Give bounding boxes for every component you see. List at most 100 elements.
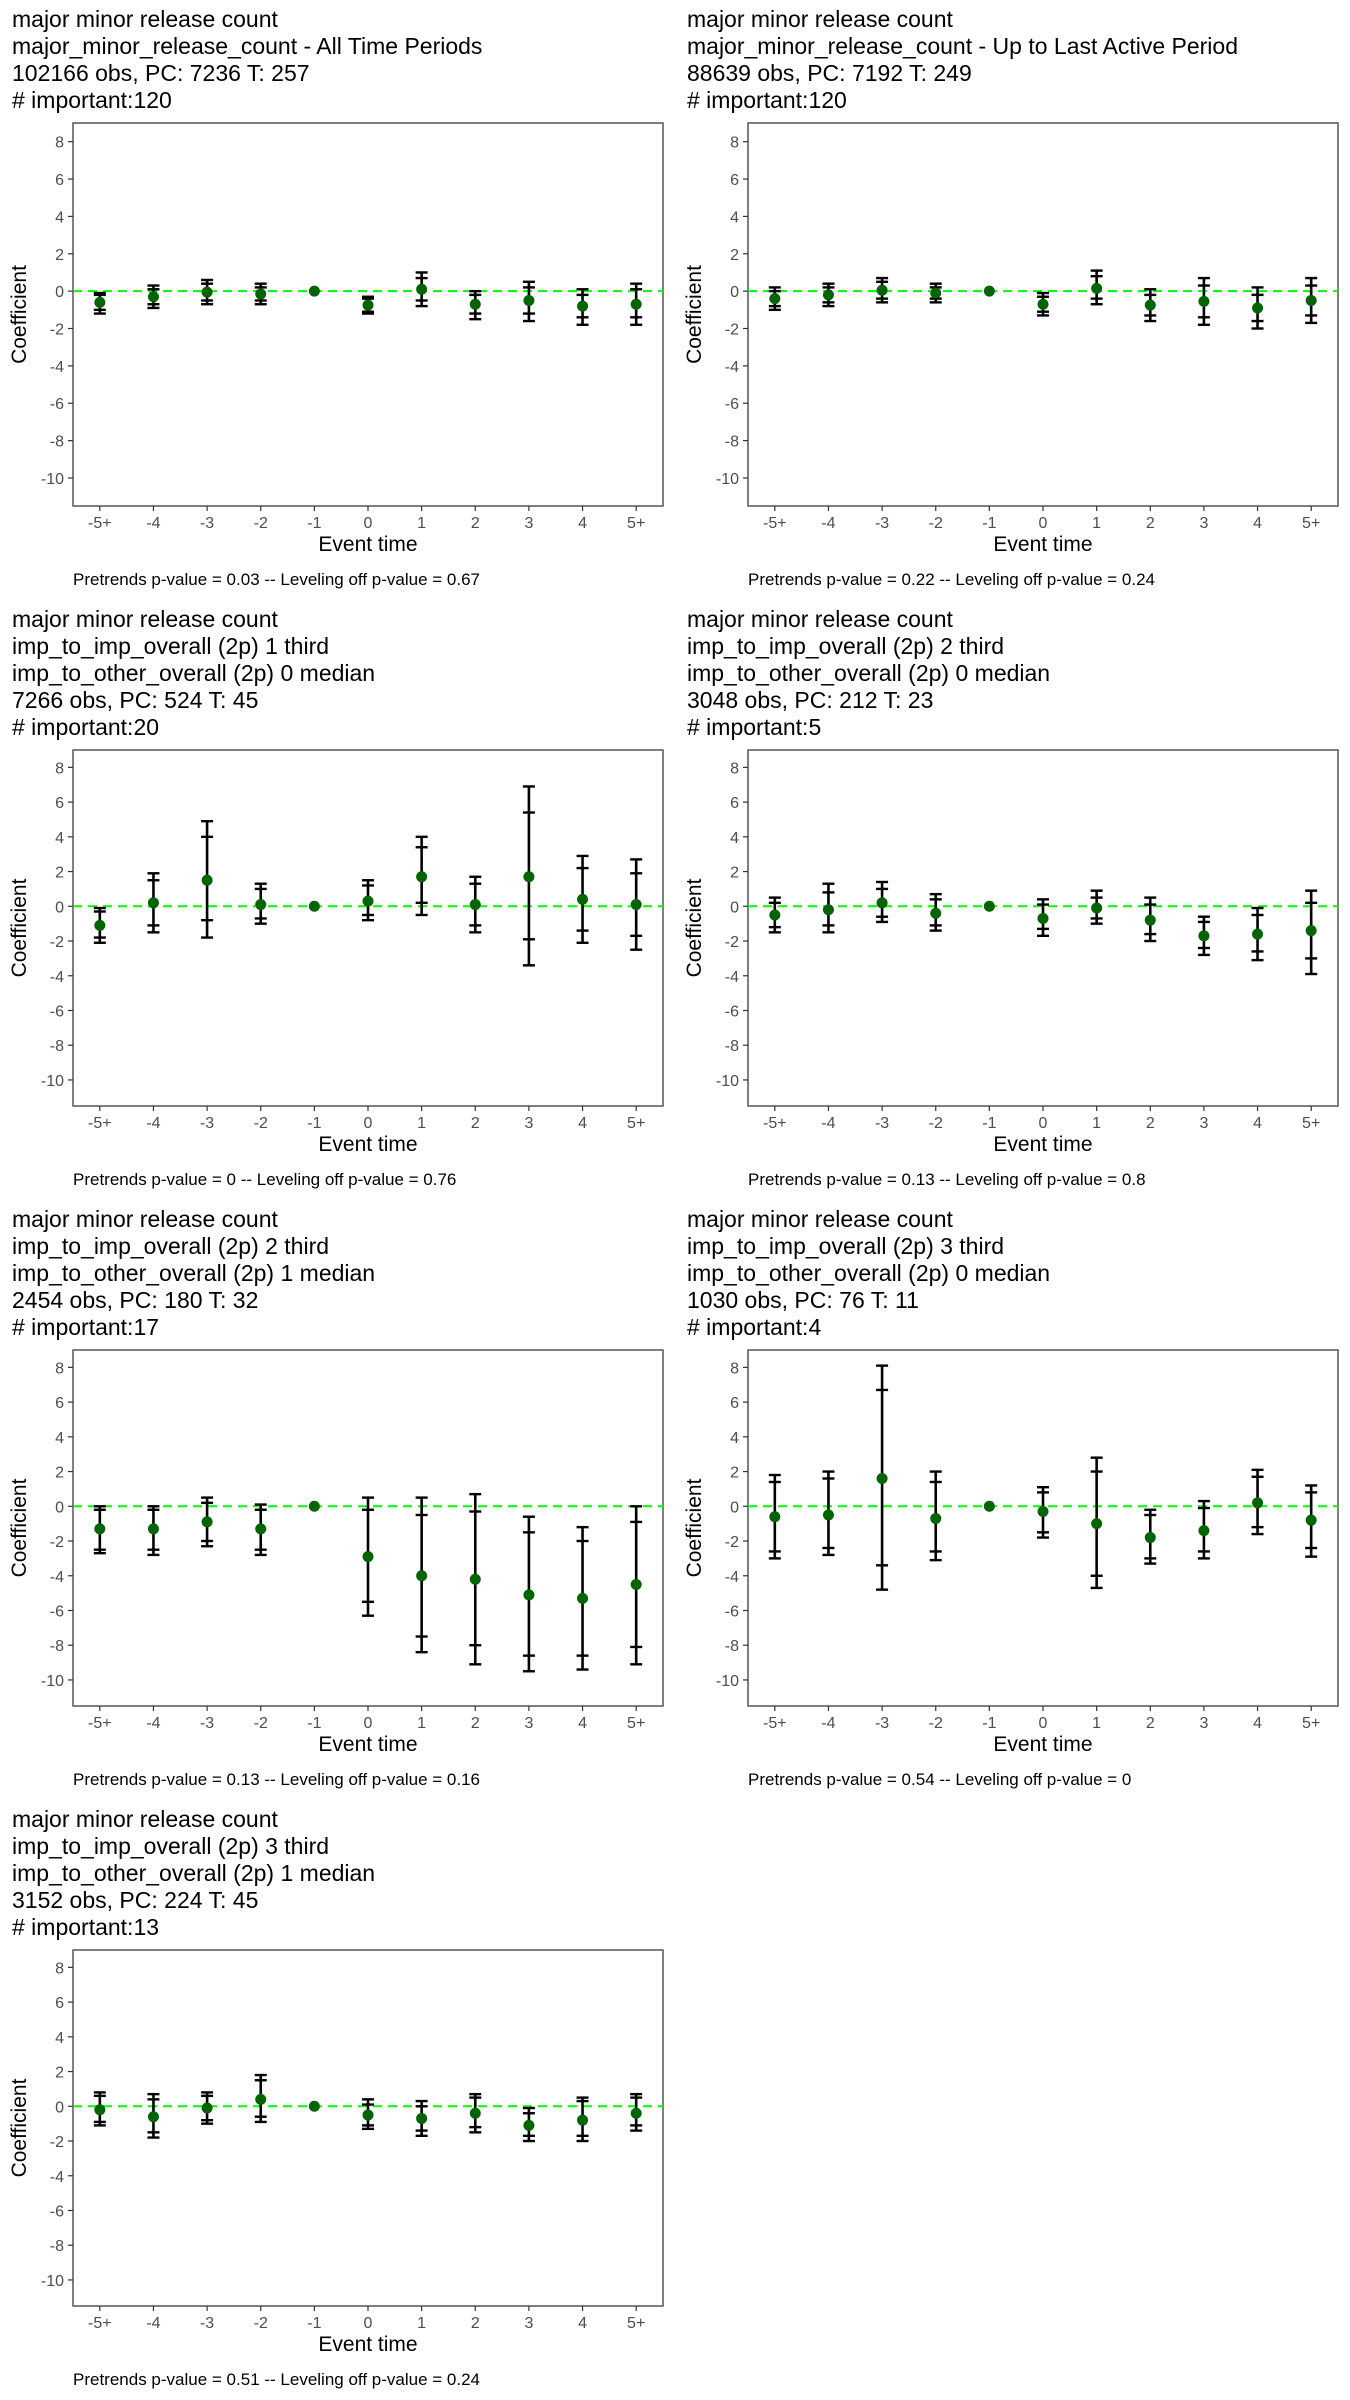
- y-tick-label: -6: [50, 2203, 64, 2220]
- chart-title-line: major minor release count: [687, 606, 953, 632]
- x-tick-label: 1: [1092, 1715, 1101, 1732]
- x-tick-label: -3: [875, 1115, 889, 1132]
- chart-title-block: major minor release count imp_to_imp_over…: [12, 1206, 375, 1341]
- chart-panel-2: major minor release count major_minor_rel…: [675, 0, 1350, 600]
- chart-panel-4: major minor release count imp_to_imp_over…: [675, 600, 1350, 1200]
- chart-title-block: major minor release count imp_to_imp_over…: [687, 606, 1050, 741]
- x-tick-label: 2: [471, 515, 480, 532]
- coefficient-point: [362, 2109, 374, 2121]
- coefficient-point: [308, 2100, 320, 2112]
- x-tick-label: 1: [417, 1115, 426, 1132]
- x-tick-label: 2: [471, 1115, 480, 1132]
- x-tick-label: -3: [875, 515, 889, 532]
- y-tick-label: 0: [55, 284, 64, 301]
- y-tick-label: -10: [41, 1073, 64, 1090]
- y-tick-label: -4: [725, 1569, 739, 1586]
- x-tick-label: -4: [146, 515, 160, 532]
- y-tick-label: -6: [725, 1003, 739, 1020]
- x-tick-label: 0: [364, 2315, 373, 2332]
- x-tick-label: 0: [1039, 515, 1048, 532]
- y-tick-label: 8: [55, 760, 64, 777]
- chart-title-block: major minor release count imp_to_imp_over…: [12, 606, 375, 741]
- x-tick-label: 1: [417, 2315, 426, 2332]
- chart-title-line: major minor release count: [687, 6, 953, 32]
- chart-title-block: major minor release count major_minor_rel…: [687, 6, 1238, 114]
- coefficient-point: [94, 1523, 106, 1535]
- coefficient-point: [201, 1516, 213, 1528]
- y-tick-label: 6: [55, 795, 64, 812]
- x-tick-label: 2: [1146, 1115, 1155, 1132]
- chart-title-line: # important:120: [12, 87, 172, 113]
- coefficient-point: [876, 284, 888, 296]
- coefficient-point: [255, 1523, 267, 1535]
- chart-title-line: 3048 obs, PC: 212 T: 23: [687, 687, 934, 713]
- coefficient-point: [1091, 282, 1103, 294]
- coefficient-point: [308, 1500, 320, 1512]
- y-tick-label: -2: [725, 322, 739, 339]
- x-tick-label: 1: [1092, 1115, 1101, 1132]
- x-axis-label: Event time: [318, 2333, 417, 2356]
- coefficient-point: [1037, 1506, 1049, 1518]
- y-tick-label: -8: [50, 1638, 64, 1655]
- y-tick-label: -10: [716, 1073, 739, 1090]
- y-tick-label: 0: [730, 899, 739, 916]
- chart-title-line: # important:4: [687, 1314, 822, 1340]
- chart-title-line: imp_to_imp_overall (2p) 2 third: [687, 633, 1005, 659]
- chart-title-line: imp_to_imp_overall (2p) 3 third: [687, 1233, 1005, 1259]
- coefficient-point: [94, 296, 106, 308]
- y-tick-label: -8: [725, 1038, 739, 1055]
- coefficient-point: [469, 2107, 481, 2119]
- coefficient-point: [876, 1473, 888, 1485]
- coefficient-point: [523, 1589, 535, 1601]
- coefficient-point: [362, 895, 374, 907]
- coefficient-point: [201, 286, 213, 298]
- y-tick-label: 4: [730, 1430, 739, 1447]
- y-tick-label: 8: [55, 1360, 64, 1377]
- x-axis-label: Event time: [318, 1733, 417, 1756]
- y-tick-label: -2: [50, 2134, 64, 2151]
- coefficient-point: [416, 871, 428, 883]
- x-tick-label: 0: [364, 1115, 373, 1132]
- x-tick-label: -3: [200, 515, 214, 532]
- x-tick-label: -4: [821, 515, 835, 532]
- y-axis-label: Coefficient: [683, 1478, 706, 1577]
- chart-title-line: major minor release count: [12, 1206, 278, 1232]
- y-tick-label: 4: [55, 209, 64, 226]
- x-tick-label: -4: [146, 1115, 160, 1132]
- x-tick-label: 3: [524, 515, 533, 532]
- coefficient-point: [577, 2114, 589, 2126]
- y-tick-label: -6: [50, 1003, 64, 1020]
- y-tick-label: -2: [50, 934, 64, 951]
- x-tick-label: 5+: [627, 515, 645, 532]
- pvalue-note: Pretrends p-value = 0.13 -- Leveling off…: [748, 1170, 1146, 1189]
- x-tick-label: -2: [254, 2315, 268, 2332]
- x-axis-label: Event time: [318, 1133, 417, 1156]
- x-tick-label: -3: [200, 1115, 214, 1132]
- coefficient-point: [255, 288, 267, 300]
- coefficient-point: [147, 897, 159, 909]
- coefficient-point: [822, 904, 834, 916]
- chart-title-line: imp_to_other_overall (2p) 0 median: [687, 660, 1051, 686]
- chart-title-line: # important:120: [687, 87, 847, 113]
- x-tick-label: 1: [1092, 515, 1101, 532]
- x-tick-label: -5+: [88, 1115, 112, 1132]
- chart-title-line: major_minor_release_count - Up to Last A…: [687, 33, 1239, 59]
- pvalue-note: Pretrends p-value = 0.51 -- Leveling off…: [73, 2370, 480, 2389]
- x-axis-label: Event time: [318, 533, 417, 556]
- x-tick-label: -4: [821, 1715, 835, 1732]
- y-tick-label: 8: [730, 135, 739, 152]
- chart-title-block: major minor release count major_minor_rel…: [12, 6, 482, 114]
- x-tick-label: -4: [146, 2315, 160, 2332]
- coefficient-point: [1198, 295, 1210, 307]
- y-tick-label: -4: [50, 359, 64, 376]
- x-tick-label: -2: [929, 1115, 943, 1132]
- y-tick-label: -6: [50, 1603, 64, 1620]
- x-tick-label: 5+: [627, 1115, 645, 1132]
- x-axis-label: Event time: [993, 1133, 1092, 1156]
- y-tick-label: -8: [50, 434, 64, 451]
- chart-panel-1: major minor release count major_minor_rel…: [0, 0, 675, 600]
- y-tick-label: -2: [50, 1534, 64, 1551]
